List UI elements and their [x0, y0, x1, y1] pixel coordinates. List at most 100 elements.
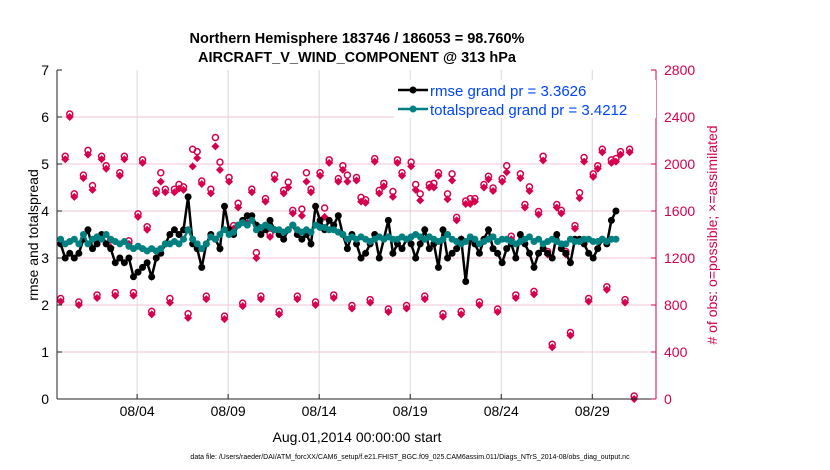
- assimilated-obs-marker: [334, 177, 343, 186]
- assimilated-obs-marker: [616, 150, 625, 159]
- assimilated-obs-marker: [88, 185, 97, 194]
- assimilated-obs-marker: [83, 150, 92, 159]
- legend-rmse-marker: [409, 86, 417, 94]
- assimilated-obs-marker: [270, 175, 279, 184]
- assimilated-obs-marker: [589, 172, 598, 181]
- rmse-point: [434, 263, 442, 271]
- totalspread-point: [157, 245, 165, 253]
- assimilated-obs-marker: [534, 210, 543, 219]
- totalspread-point: [289, 221, 297, 229]
- assimilated-obs-marker: [361, 198, 370, 207]
- assimilated-obs-marker: [434, 171, 443, 180]
- rmse-point: [129, 273, 137, 281]
- axis-ticks: 08/04 08/09 08/14 08/19 08/24 08/29 0 1 2 3 4 5 6 7 0 4…: [41, 62, 695, 419]
- assimilated-obs-marker: [343, 177, 352, 186]
- rmse-point: [462, 278, 470, 285]
- totalspread-point: [98, 235, 106, 243]
- x-tick-label: 08/09: [211, 403, 246, 419]
- assimilated-obs-marker: [407, 162, 416, 171]
- assimilated-obs-marker: [498, 177, 507, 186]
- assimilated-obs-marker: [557, 209, 566, 218]
- assimilated-obs-marker: [147, 310, 156, 319]
- rmse-point: [166, 231, 174, 238]
- chart-title-line-2: AIRCRAFT_V_WIND_COMPONENT @ 313 hPa: [198, 50, 517, 66]
- y2-tick-label: 0: [664, 391, 672, 407]
- assimilated-obs-marker: [179, 185, 188, 194]
- y-tick-label: 0: [41, 391, 49, 407]
- assimilated-obs-marker: [220, 315, 229, 324]
- x-tick-label: 08/24: [484, 403, 519, 419]
- assimilated-obs-marker: [156, 177, 165, 186]
- totalspread-point: [102, 231, 110, 238]
- totalspread-point: [198, 245, 206, 253]
- rmse-point: [198, 263, 206, 271]
- rmse-point: [134, 268, 142, 276]
- assimilated-obs-marker: [411, 185, 420, 194]
- possible-obs-marker: [448, 170, 456, 178]
- rmse-point: [325, 216, 333, 224]
- rmse-point: [266, 216, 274, 224]
- assimilated-obs-marker: [502, 168, 511, 177]
- rmse-point: [544, 249, 552, 257]
- assimilated-obs-marker: [448, 176, 457, 185]
- rmse-point: [89, 245, 97, 253]
- assimilated-obs-marker: [539, 156, 548, 165]
- rmse-point: [512, 254, 520, 262]
- assimilated-obs-marker: [375, 189, 384, 198]
- rmse-point: [589, 254, 597, 262]
- assimilated-obs-marker: [621, 298, 630, 307]
- grid: [57, 70, 656, 399]
- assimilated-obs-marker: [457, 310, 466, 319]
- rmse-point: [448, 249, 456, 257]
- assimilated-obs-marker: [79, 174, 88, 183]
- totalspread-point: [189, 235, 197, 243]
- rmse-point: [562, 249, 570, 257]
- assimilated-obs-marker: [420, 295, 429, 304]
- rmse-point: [362, 249, 370, 257]
- assimilated-obs-marker: [347, 304, 356, 313]
- assimilated-obs-marker: [293, 295, 302, 304]
- rmse-point: [307, 240, 315, 248]
- possible-obs-marker: [302, 169, 311, 177]
- assimilated-obs-marker: [484, 175, 493, 184]
- y-tick-label: 2: [41, 297, 49, 313]
- assimilated-obs-marker: [329, 293, 338, 302]
- rmse-point: [84, 226, 92, 234]
- y-axis-label: rmse and totalspread: [25, 169, 41, 301]
- x-tick-label: 08/14: [302, 403, 337, 419]
- rmse-point: [439, 226, 447, 234]
- assimilated-obs-marker: [115, 171, 124, 180]
- rmse-point: [398, 245, 406, 253]
- rmse-point: [184, 193, 192, 201]
- y-tick-label: 1: [41, 344, 49, 360]
- y-tick-label: 4: [41, 203, 49, 219]
- rmse-point: [553, 231, 561, 238]
- possible-obs-marker: [216, 158, 224, 166]
- assimilated-obs-marker: [388, 192, 397, 201]
- assimilated-obs-marker: [593, 164, 602, 173]
- legend: rmse grand pr = 3.3626 totalspread grand…: [394, 80, 656, 119]
- assimilated-obs-marker: [138, 158, 147, 167]
- assimilated-obs-marker: [193, 154, 202, 163]
- totalspread-point: [489, 233, 497, 241]
- assimilated-obs-marker: [165, 298, 174, 307]
- totalspread-point: [248, 216, 256, 224]
- plot-frame: [57, 70, 656, 399]
- totalspread-point: [462, 238, 470, 246]
- rmse-point: [107, 245, 115, 253]
- assimilated-obs-marker: [398, 171, 407, 180]
- rmse-point: [298, 235, 306, 243]
- rmse-point: [66, 249, 74, 257]
- assimilated-obs-marker: [570, 224, 579, 233]
- assimilated-obs-marker: [161, 188, 170, 197]
- y2-tick-label: 2800: [664, 62, 695, 78]
- y2-tick-label: 2000: [664, 156, 695, 172]
- assimilated-obs-marker: [530, 290, 539, 299]
- rmse-point: [425, 245, 433, 253]
- rmse-point: [61, 254, 69, 262]
- assimilated-obs-marker: [93, 293, 102, 302]
- rmse-point: [116, 254, 124, 262]
- assimilated-obs-marker: [74, 301, 83, 309]
- assimilated-obs-marker: [284, 183, 293, 192]
